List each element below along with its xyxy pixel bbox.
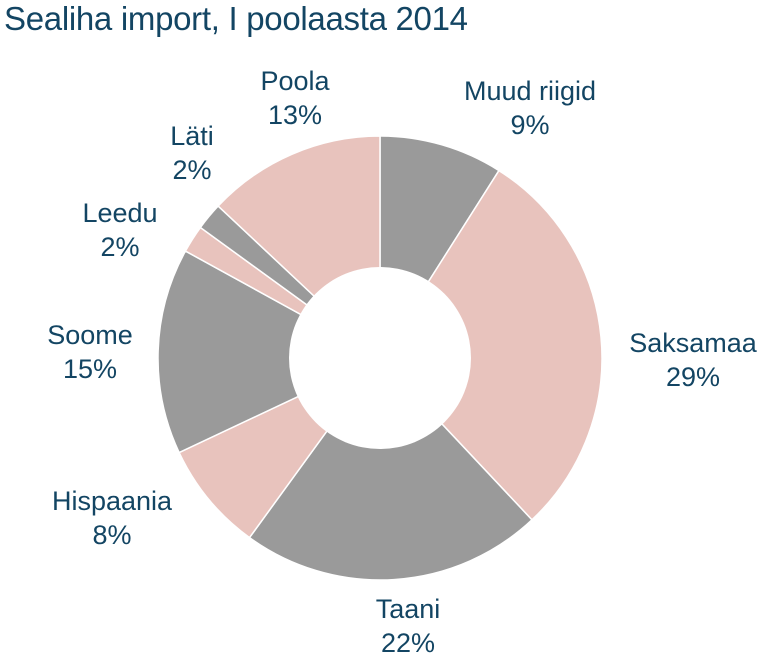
chart-title: Sealiha import, I poolaasta 2014 (4, 0, 468, 37)
slice-taani (248, 356, 534, 581)
slice-label-value: 15% (63, 354, 117, 384)
slice-label-name: Hispaania (52, 486, 173, 516)
slice-label-value: 2% (100, 232, 139, 262)
slice-label-name: Muud riigid (464, 76, 596, 106)
slice-soome (157, 250, 382, 454)
donut-hole (289, 267, 471, 449)
slice-saksamaa (379, 169, 603, 521)
slice-label-value: 8% (92, 520, 131, 550)
slice-label-value: 29% (666, 362, 720, 392)
slice-label-name: Taani (376, 594, 441, 624)
slice-label-name: Poola (260, 66, 330, 96)
slice-label-value: 2% (172, 155, 211, 185)
slice-label-value: 13% (268, 100, 322, 130)
slice-label-name: Läti (170, 121, 214, 151)
slice-label-name: Soome (47, 320, 133, 350)
labels-layer: Muud riigid 9% Saksamaa 29% Taani 22% Hispaani… (47, 66, 758, 658)
slice-label-value: 22% (381, 628, 435, 658)
slice-label-name: Saksamaa (629, 328, 758, 358)
slice-label-value: 9% (510, 110, 549, 140)
slice-label-name: Leedu (82, 198, 157, 228)
